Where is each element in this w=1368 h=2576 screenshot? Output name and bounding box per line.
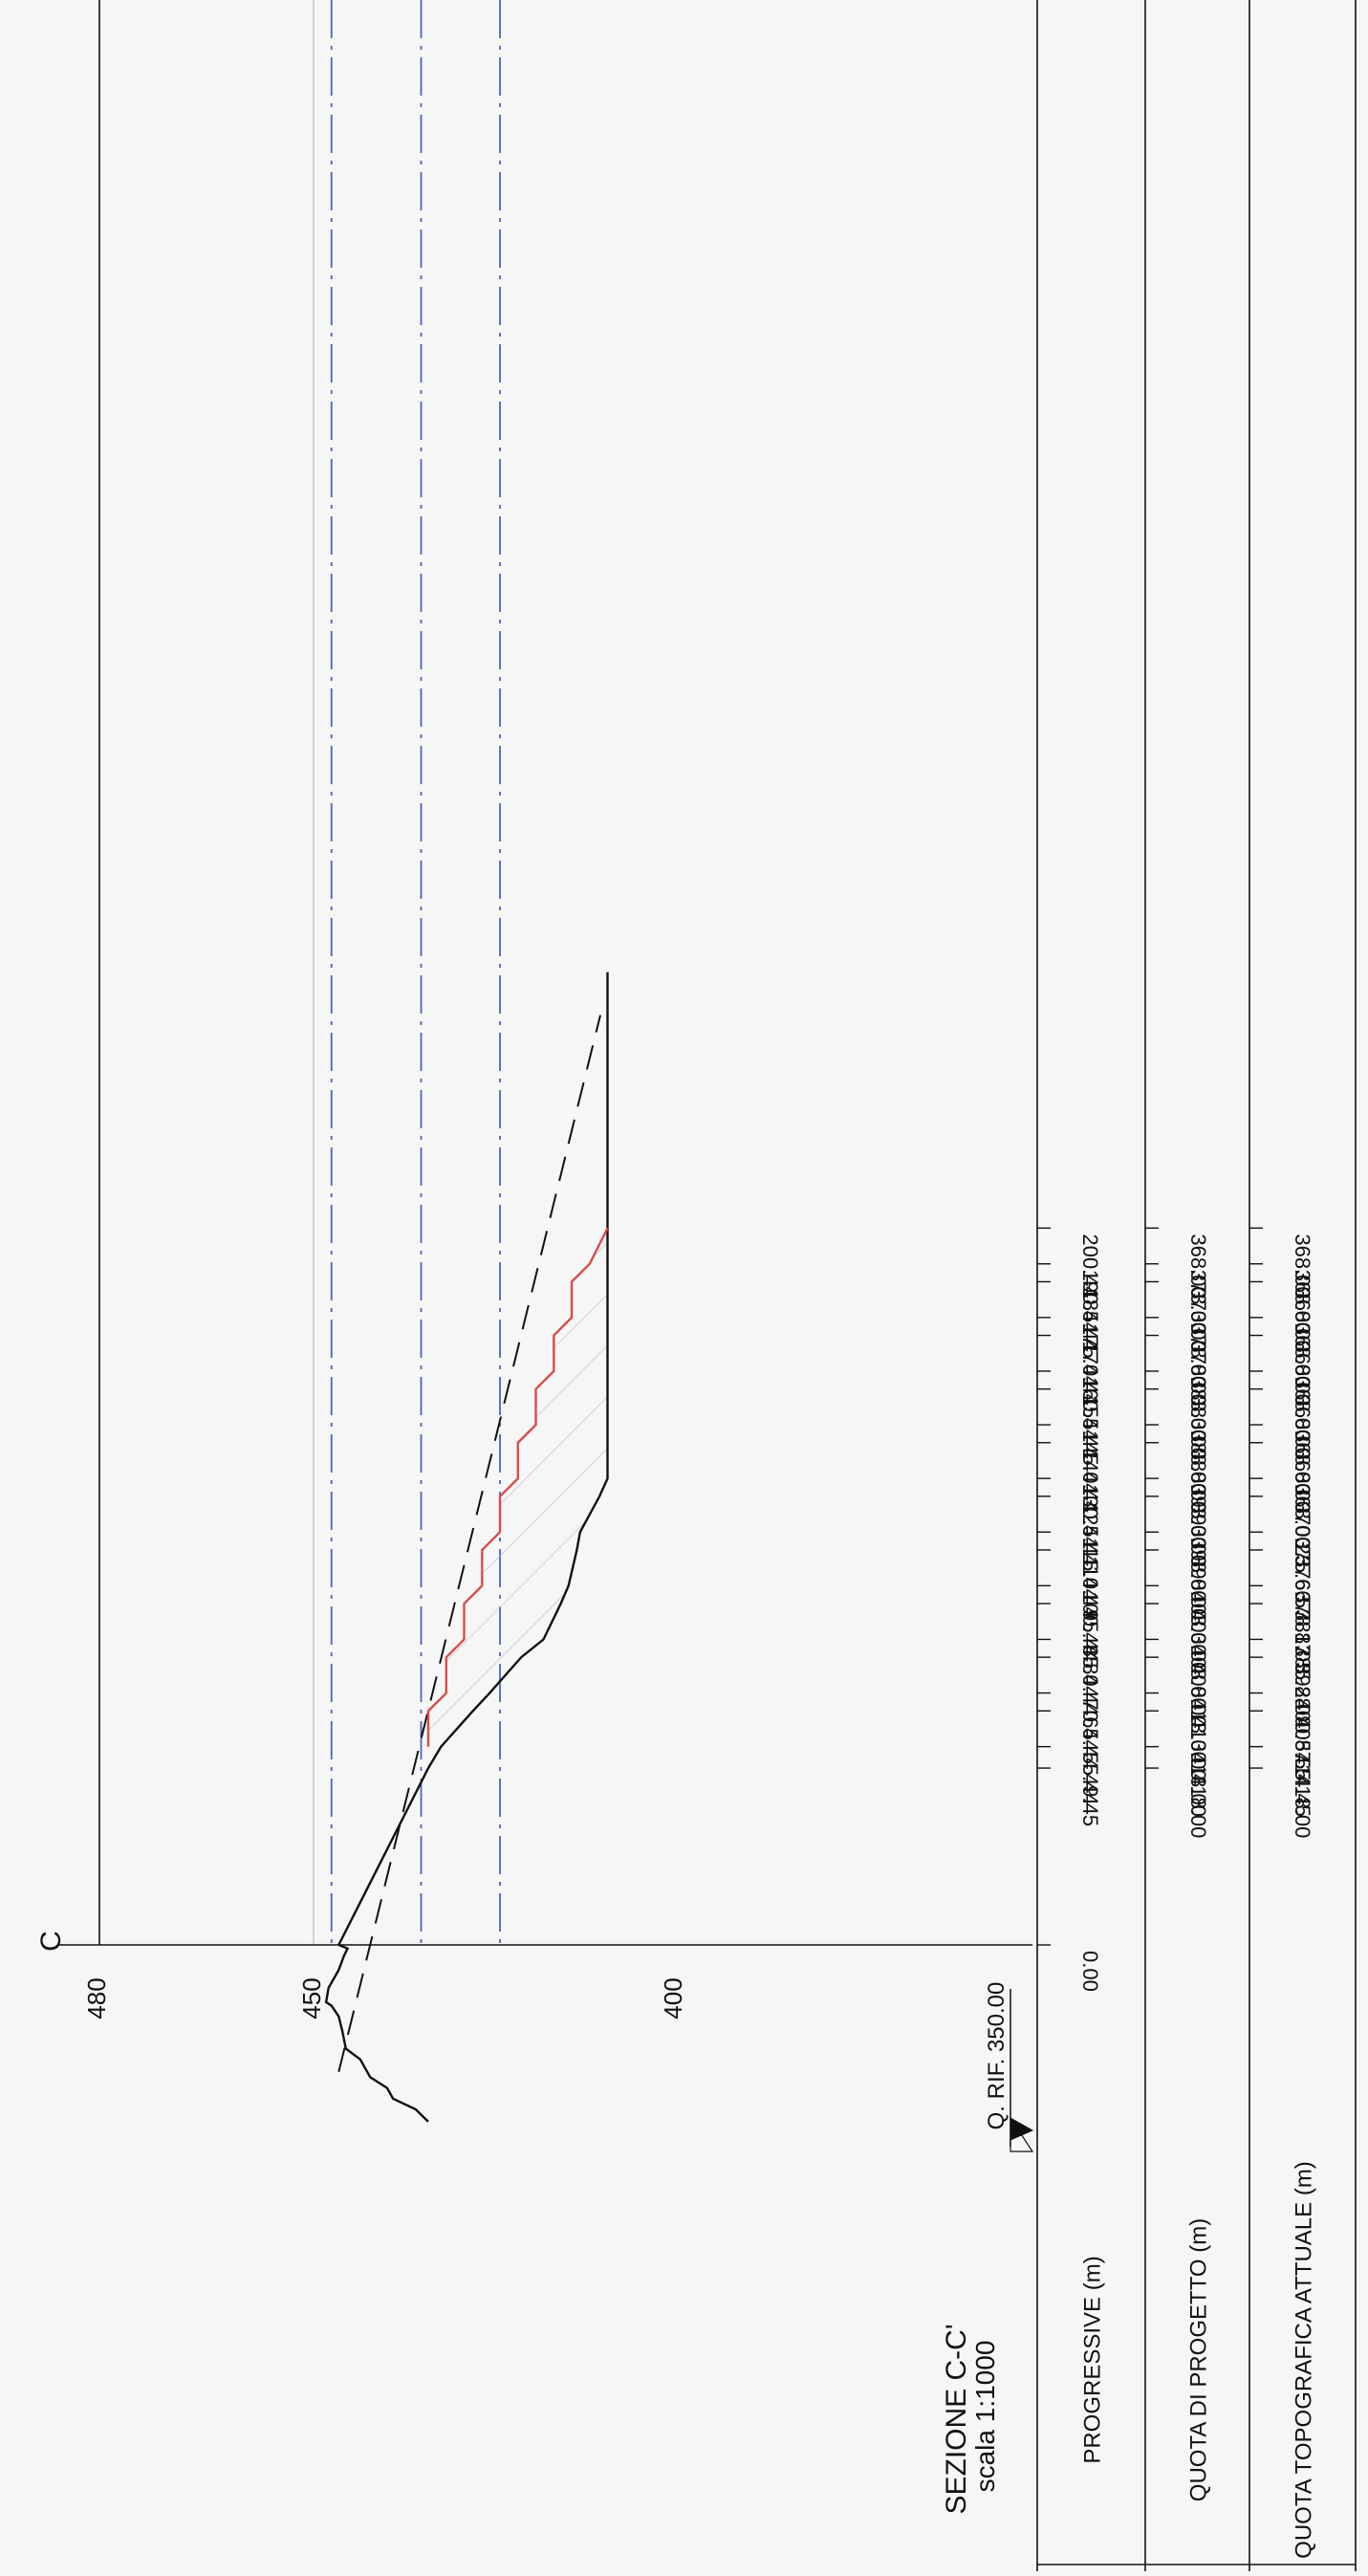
table-cell-value: 368.00: [1291, 1484, 1314, 1548]
table-cell-value: 414.45: [1291, 1753, 1314, 1817]
table-cell-value: 368.00: [1291, 1287, 1314, 1351]
reference-level: Q. RIF. 350.00: [984, 1982, 1034, 2152]
table-cell-value: 55.44: [1078, 1753, 1102, 1805]
table-cell-value: 381.05: [1291, 1609, 1314, 1673]
table-cell-value: 385.88: [1291, 1645, 1314, 1709]
table-cell-value: 388.00: [1186, 1430, 1210, 1495]
table-cell-value: 393.00: [1186, 1484, 1210, 1548]
table-cell-value: 418.00: [1186, 1753, 1210, 1817]
table-cell-value: 155.44: [1078, 1395, 1102, 1459]
table-cell-value: 403.00: [1186, 1609, 1210, 1673]
table-cell-value: 400.87: [1291, 1699, 1314, 1763]
table-cell-value: 373.00: [1186, 1287, 1210, 1351]
table-cell-value: 378.00: [1186, 1323, 1210, 1387]
existing-slope-dashed-line: [337, 1015, 601, 2073]
row-label-topographic-elevation: QUOTA TOPOGRAFICA ATTUALE (m): [1292, 2161, 1317, 2559]
table-cell-value: 418.00: [1291, 1774, 1314, 1838]
reference-triangle-icon: [1010, 2117, 1034, 2141]
table-cell-value: 140.44: [1078, 1449, 1102, 1513]
table-cell-value: 185.44: [1078, 1287, 1102, 1351]
table-cell-value: 368.00: [1291, 1342, 1314, 1406]
table-grid: [1036, 0, 1357, 2571]
reference-triangle-outline-icon: [1010, 2115, 1034, 2152]
table-cell-value: 80.44: [1078, 1663, 1102, 1715]
table-cell-value: 398.00: [1186, 1538, 1210, 1602]
table-cell-value: 383.00: [1186, 1395, 1210, 1459]
table-cell-value: 115.44: [1078, 1538, 1102, 1601]
table-cell-value: 368.00: [1291, 1430, 1314, 1495]
table-cell-value: 368.00: [1291, 1270, 1314, 1334]
table-cell-value: 170.44: [1078, 1342, 1102, 1406]
table-cell-value: 368.00: [1186, 1233, 1210, 1298]
topographic-profile-upstream: [324, 1943, 429, 2123]
table-cell-value: 398.00: [1186, 1556, 1210, 1620]
table-cell-value: 200.44: [1078, 1233, 1102, 1298]
table-cell-value: 408.00: [1186, 1663, 1210, 1727]
table-cell-value: 160.44: [1078, 1377, 1102, 1441]
table-cell-value: 373.00: [1186, 1270, 1210, 1334]
cut-hatch-area: [428, 1228, 608, 1747]
table-cell-value: 145.44: [1078, 1430, 1102, 1495]
table-cell-value: 418.00: [1186, 1774, 1210, 1838]
design-profile: [426, 1227, 609, 1747]
elevation-tick-label: 400: [659, 1977, 687, 2019]
table-cell-value: 70.44: [1078, 1699, 1102, 1752]
table-cell-value: 392.09: [1291, 1663, 1314, 1727]
table-cell-value: 130.44: [1078, 1484, 1102, 1548]
table-cell-value: 370.25: [1291, 1502, 1314, 1566]
table-cell-value: 408.00: [1186, 1645, 1210, 1709]
table-cell-value: 65.44: [1078, 1716, 1102, 1769]
table-cell-value: 375.66: [1291, 1538, 1314, 1602]
table-cell-value: 95.44: [1078, 1609, 1102, 1662]
table-cell-value: 190.44: [1078, 1270, 1102, 1334]
table-cell-value: 125.44: [1078, 1502, 1102, 1566]
section-letter: C: [35, 1931, 67, 1952]
row-label-design-elevation: QUOTA DI PROGETTO (m): [1186, 2218, 1212, 2501]
profile-data-table: PROGRESSIVE (m) QUOTA DI PROGETTO (m) QU…: [1036, 0, 1357, 2571]
table-cell-value: 405.55: [1291, 1716, 1314, 1780]
table-cell-value: 110.44: [1078, 1556, 1102, 1619]
table-cell-value: 388.00: [1186, 1449, 1210, 1513]
table-cell-value: 413.00: [1186, 1716, 1210, 1780]
elevation-tick-label: 480: [82, 1977, 111, 2019]
table-cell-value: 383.00: [1186, 1377, 1210, 1441]
table-cell-value: 368.00: [1291, 1449, 1314, 1513]
table-cell-value: 368.00: [1291, 1377, 1314, 1441]
topographic-profile: [337, 971, 609, 1946]
table-cell-value: 368.00: [1291, 1323, 1314, 1387]
table-cell-value: 85.44: [1078, 1645, 1102, 1697]
section-plot: [57, 0, 1032, 2123]
table-cell-value: 175.44: [1078, 1323, 1102, 1387]
section-title: SEZIONE C-C': [941, 2324, 972, 2514]
table-cell-value: 413.00: [1186, 1699, 1210, 1763]
table-cell-value: 403.00: [1186, 1591, 1210, 1655]
table-cell-value: 0.00: [1078, 1951, 1102, 1992]
table-cell-value: 368.00: [1291, 1233, 1314, 1298]
table-cell-value: 49.45: [1078, 1774, 1102, 1826]
table-cell-value: 378.87: [1291, 1591, 1314, 1655]
elevation-axis: 480 450 400: [82, 1977, 687, 2019]
table-cell-value: 376.57: [1291, 1556, 1314, 1620]
reference-level-label: Q. RIF. 350.00: [984, 1982, 1010, 2130]
elevation-tick-label: 450: [297, 1977, 326, 2019]
table-cell-value: 100.44: [1078, 1591, 1102, 1655]
row-label-progressive: PROGRESSIVE (m): [1080, 2256, 1106, 2463]
table-cell-value: 368.00: [1291, 1395, 1314, 1459]
section-scale: scala 1:1000: [970, 2341, 1000, 2493]
table-cell-value: 378.00: [1186, 1342, 1210, 1406]
table-cell-value: 393.00: [1186, 1502, 1210, 1566]
